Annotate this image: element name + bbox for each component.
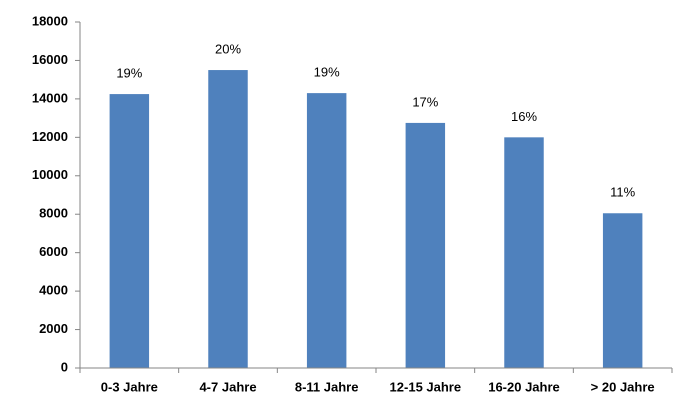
- data-label: 19%: [116, 66, 142, 81]
- data-label: 17%: [412, 94, 438, 109]
- y-tick-label: 10000: [32, 167, 68, 182]
- bar: [602, 213, 643, 368]
- bar: [306, 93, 347, 368]
- data-label: 11%: [610, 185, 635, 200]
- bar: [405, 122, 446, 369]
- y-tick-label: 8000: [39, 206, 68, 221]
- data-label: 19%: [314, 65, 340, 80]
- y-tick-label: 16000: [32, 52, 68, 67]
- y-tick-label: 0: [61, 359, 68, 374]
- y-tick-label: 12000: [32, 129, 68, 144]
- y-tick-label: 2000: [39, 321, 68, 336]
- bar: [109, 94, 150, 368]
- y-tick-label: 6000: [39, 244, 68, 259]
- x-tick-label: 8-11 Jahre: [295, 379, 359, 394]
- x-tick-label: 16-20 Jahre: [488, 379, 560, 394]
- data-label: 16%: [511, 109, 537, 124]
- y-tick-label: 18000: [32, 13, 68, 28]
- x-tick-label: 0-3 Jahre: [101, 379, 158, 394]
- y-tick-label: 14000: [32, 90, 68, 105]
- x-tick-label: 4-7 Jahre: [199, 379, 256, 394]
- x-tick-label: > 20 Jahre: [591, 379, 655, 394]
- x-tick-label: 12-15 Jahre: [390, 379, 462, 394]
- bar: [208, 70, 248, 369]
- data-label: 20%: [215, 41, 241, 56]
- y-tick-label: 4000: [39, 283, 68, 298]
- bar: [504, 137, 544, 368]
